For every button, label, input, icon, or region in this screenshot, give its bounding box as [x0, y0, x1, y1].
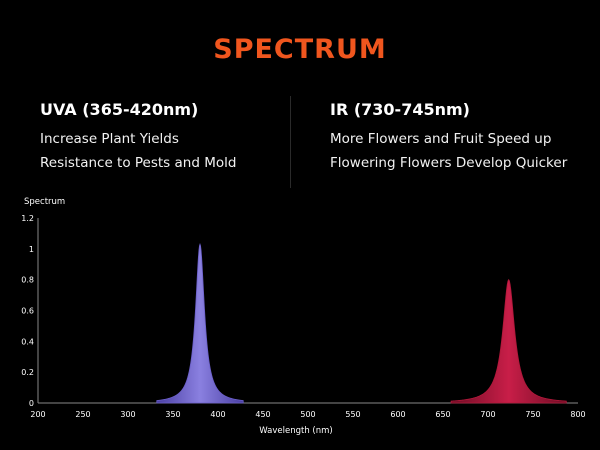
- y-axis-label: Spectrum: [24, 197, 65, 207]
- x-tick-label: 400: [210, 410, 225, 419]
- ir-benefit-2: Flowering Flowers Develop Quicker: [330, 155, 568, 171]
- x-tick-label: 600: [390, 410, 405, 419]
- y-tick-label: 0.2: [21, 368, 34, 377]
- x-tick-label: 450: [255, 410, 270, 419]
- y-tick-label: 0: [29, 399, 34, 408]
- x-tick-label: 500: [300, 410, 315, 419]
- column-divider: [290, 96, 291, 188]
- x-tick-label: 250: [75, 410, 90, 419]
- x-tick-label: 300: [120, 410, 135, 419]
- uva-info: UVA (365-420nm) Increase Plant Yields Re…: [40, 100, 236, 175]
- uva-benefit-2: Resistance to Pests and Mold: [40, 155, 237, 171]
- y-tick-label: 0.6: [21, 307, 34, 316]
- ir-heading: IR (730-745nm): [330, 100, 470, 119]
- series-peak-uva: [156, 242, 244, 404]
- x-tick-label: 350: [165, 410, 180, 419]
- y-tick-label: 1.2: [21, 214, 34, 223]
- series-peak-ir: [450, 278, 567, 404]
- x-tick-label: 750: [525, 410, 540, 419]
- x-tick-label: 550: [345, 410, 360, 419]
- x-tick-label: 200: [30, 410, 45, 419]
- y-tick-label: 0.8: [21, 276, 34, 285]
- ir-benefit-1: More Flowers and Fruit Speed up: [330, 131, 552, 147]
- x-tick-label: 800: [570, 410, 585, 419]
- page-title: SPECTRUM: [213, 34, 387, 65]
- x-tick-label: 650: [435, 410, 450, 419]
- uva-benefit-1: Increase Plant Yields: [40, 131, 179, 147]
- x-axis-label: Wavelength (nm): [259, 426, 332, 436]
- ir-info: IR (730-745nm) More Flowers and Fruit Sp…: [330, 100, 567, 175]
- x-tick-label: 700: [480, 410, 495, 419]
- y-tick-label: 1: [29, 245, 34, 254]
- uva-heading: UVA (365-420nm): [40, 100, 199, 119]
- y-tick-label: 0.4: [21, 337, 34, 346]
